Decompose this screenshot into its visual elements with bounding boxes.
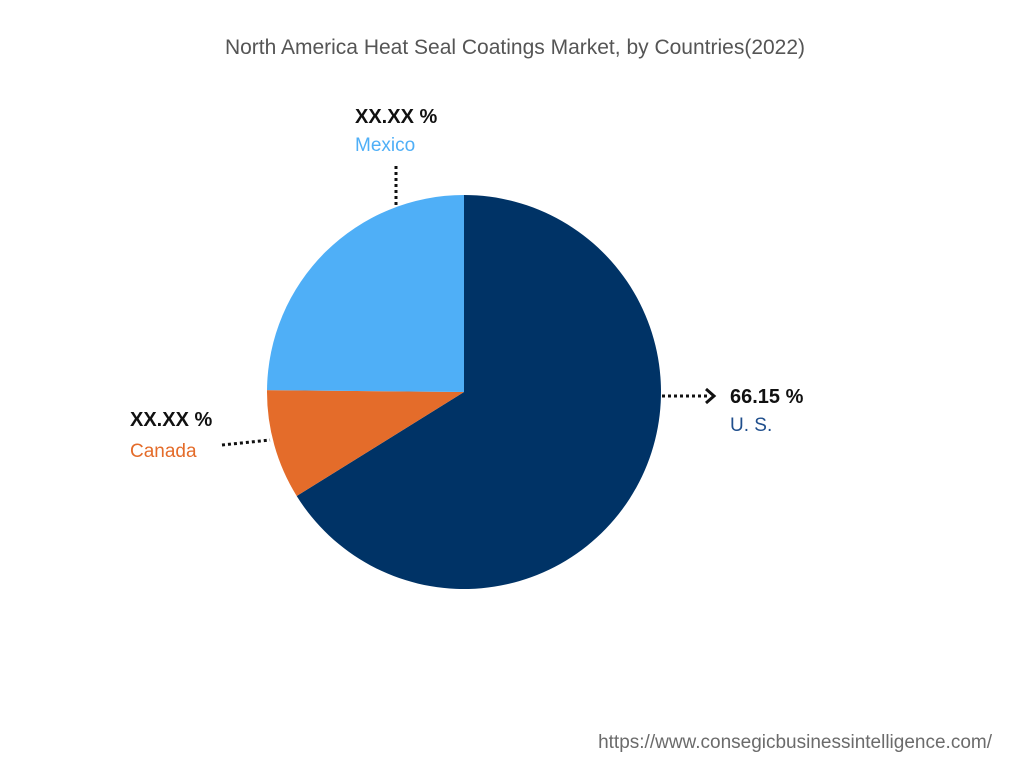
mexico-label: Mexico	[355, 135, 415, 156]
pie-slice-us	[296, 195, 661, 589]
callout-canada: XX.XX % Canada	[130, 409, 271, 462]
mexico-percent: XX.XX %	[355, 106, 437, 128]
pie-slices	[267, 195, 661, 589]
pie-slice-canada	[267, 390, 464, 496]
canada-label: Canada	[130, 441, 197, 462]
leader-line-canada	[221, 438, 271, 447]
source-url: https://www.consegicbusinessintelligence…	[598, 732, 992, 753]
us-percent: 66.15 %	[730, 386, 804, 408]
pie-slice-mexico	[267, 195, 464, 392]
canada-percent: XX.XX %	[130, 409, 212, 431]
arrow-right-icon	[705, 387, 717, 405]
us-label: U. S.	[730, 415, 772, 436]
callout-mexico: XX.XX % Mexico	[355, 106, 437, 206]
chart-title: North America Heat Seal Coatings Market,…	[225, 36, 805, 59]
callout-us: 66.15 % U. S.	[662, 386, 804, 436]
